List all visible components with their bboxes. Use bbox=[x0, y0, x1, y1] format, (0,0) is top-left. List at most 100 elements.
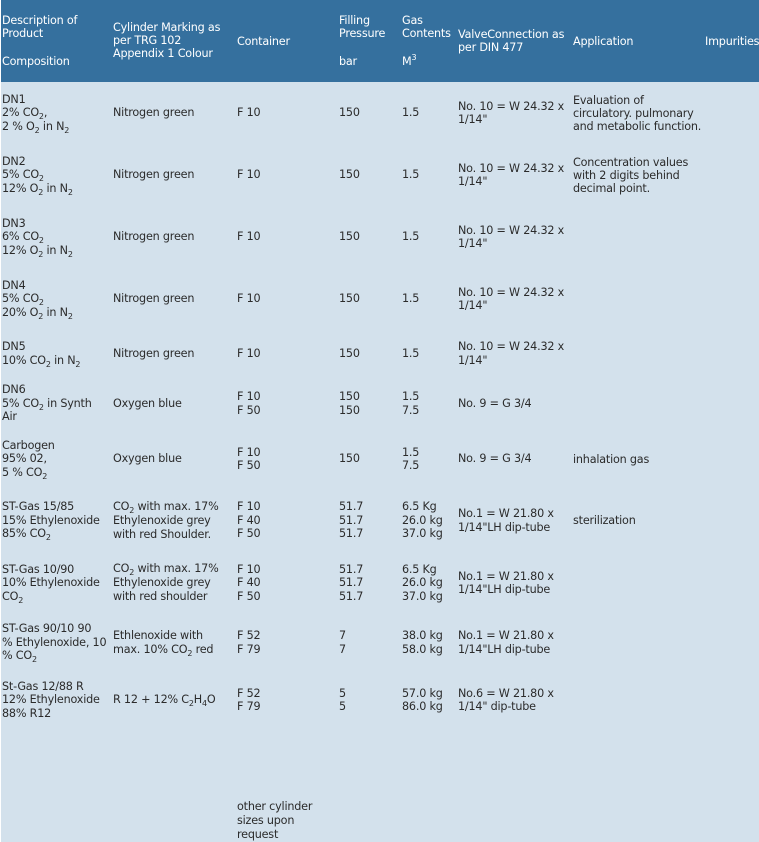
text-segment: 95% 02, bbox=[2, 452, 47, 466]
header-description-line2: Product bbox=[2, 27, 44, 40]
pressure-value: 150 150 bbox=[339, 390, 401, 417]
container-value: F 10 F 40 F 50 bbox=[237, 563, 338, 604]
cell-application bbox=[572, 268, 704, 330]
marking-line: Ethylenoxide grey bbox=[113, 514, 236, 528]
pressure-value-line: 51.7 bbox=[339, 513, 364, 527]
cell-filling-pressure: 51.7 51.7 51.7 bbox=[338, 553, 401, 613]
valve-value-line: 1/14"LH dip-tube bbox=[458, 642, 551, 656]
subscript: 2 bbox=[67, 249, 73, 259]
product-name: DN5 bbox=[2, 340, 26, 353]
valve-value: No. 10 = W 24.32 x 1/14" bbox=[458, 224, 572, 251]
table-row: Carbogen 95% 02, 5 % CO2 Oxygen blue F 10 F 5… bbox=[1, 430, 759, 488]
pressure-value-line: 5 bbox=[339, 686, 346, 700]
cell-impurities bbox=[704, 82, 759, 144]
product-name: ST-Gas 15/85 bbox=[2, 500, 75, 514]
cell-cylinder-marking: Oxygen blue bbox=[112, 377, 236, 430]
header-marking-line1: Cylinder Marking as bbox=[113, 21, 221, 34]
header-filling-pressure: Filling Pressure bar bbox=[338, 0, 401, 82]
cell-cylinder-marking: CO2 with max. 17% Ethylenoxide grey with r… bbox=[112, 488, 236, 553]
valve-value-line: 1/14" bbox=[458, 237, 488, 250]
subscript: 2 bbox=[34, 125, 40, 135]
cell-cylinder-marking: Nitrogen green bbox=[112, 82, 236, 144]
cell-filling-pressure: 150 bbox=[338, 330, 401, 377]
application-value-line: Evaluation of bbox=[573, 93, 644, 107]
pressure-value: 150 bbox=[339, 292, 401, 306]
contents-value: 1.5 bbox=[402, 168, 457, 182]
application-value-line: sterilization bbox=[573, 514, 636, 527]
cell-description: ST-Gas 90/10 90% Ethylenoxide, 10% CO2 bbox=[1, 613, 112, 672]
container-value: F 10 F 40 F 50 bbox=[237, 500, 338, 541]
text-segment: , bbox=[43, 106, 48, 120]
cell-container: F 52 F 79 bbox=[236, 672, 338, 728]
pressure-value: 51.7 51.7 51.7 bbox=[339, 563, 401, 604]
cell-valve-connection: No.1 = W 21.80 x 1/14"LH dip-tube bbox=[457, 553, 572, 613]
cell-valve-connection: No. 9 = G 3/4 bbox=[457, 430, 572, 488]
contents-value-line: 6.5 Kg bbox=[402, 500, 437, 514]
application-value-line: inhalation gas bbox=[573, 452, 650, 466]
text-segment: with red Shoulder. bbox=[113, 527, 211, 541]
container-value: F 10 F 50 bbox=[237, 390, 338, 417]
application-value: Evaluation of circulatory. pulmonary and m… bbox=[573, 94, 704, 133]
text-segment: 12% O bbox=[2, 181, 39, 195]
text-segment: 6% CO bbox=[2, 230, 39, 244]
product-name: ST-Gas 10/90 bbox=[2, 562, 75, 576]
text-segment: CO bbox=[113, 562, 130, 575]
valve-value-line: No. 10 = W 24.32 x bbox=[458, 161, 565, 175]
cell-container: F 10 bbox=[236, 82, 338, 144]
composition-line: % Ethylenoxide, 10 bbox=[2, 636, 112, 650]
container-value-line: F 10 bbox=[237, 445, 261, 459]
text-segment: CO bbox=[2, 589, 19, 603]
cell-empty bbox=[1, 728, 112, 842]
composition-line: 95% 02, bbox=[2, 452, 112, 466]
unit-base: M bbox=[402, 55, 412, 68]
pressure-value-line: 51.7 bbox=[339, 527, 364, 541]
pressure-value-line: 150 bbox=[339, 230, 360, 244]
cell-description: DN6 5% CO2 in Synth Air bbox=[1, 377, 112, 430]
cell-gas-contents: 6.5 Kg 26.0 kg 37.0 kg bbox=[401, 488, 457, 553]
text-segment: Air bbox=[2, 410, 17, 424]
composition-line: 6% CO2 bbox=[2, 230, 112, 245]
pressure-value-line: 7 bbox=[339, 629, 346, 642]
pressure-value-line: 51.7 bbox=[339, 562, 364, 576]
valve-value-line: No.6 = W 21.80 x bbox=[458, 686, 554, 700]
cell-cylinder-marking: Nitrogen green bbox=[112, 330, 236, 377]
valve-value: No. 10 = W 24.32 x 1/14" bbox=[458, 340, 572, 367]
cell-description: DN5 10% CO2 in N2 bbox=[1, 330, 112, 377]
text-segment: 20% O bbox=[2, 305, 39, 319]
cell-empty bbox=[338, 728, 401, 842]
contents-value: 1.5 bbox=[402, 230, 457, 244]
cell-impurities bbox=[704, 430, 759, 488]
pressure-value-line: 51.7 bbox=[339, 576, 364, 590]
header-application-label: Application bbox=[573, 35, 634, 48]
cell-empty bbox=[572, 728, 704, 842]
contents-value-line: 57.0 kg bbox=[402, 686, 443, 700]
valve-value: No.1 = W 21.80 x 1/14"LH dip-tube bbox=[458, 629, 572, 656]
subscript: 2 bbox=[187, 648, 193, 658]
cell-cylinder-marking: Nitrogen green bbox=[112, 144, 236, 206]
subscript: 2 bbox=[67, 311, 73, 321]
valve-value: No. 9 = G 3/4 bbox=[458, 452, 572, 466]
text-segment: 2% CO bbox=[2, 106, 39, 120]
contents-value: 1.5 bbox=[402, 292, 457, 306]
composition-line: CO2 bbox=[2, 589, 112, 605]
container-value: F 10 bbox=[237, 347, 338, 361]
product-name: DN4 bbox=[2, 278, 26, 292]
composition-line: % CO2 bbox=[2, 649, 112, 664]
cell-description: DN3 6% CO2 12% O2 in N2 bbox=[1, 206, 112, 268]
valve-value-line: No. 10 = W 24.32 x bbox=[458, 223, 565, 237]
composition-line: 12% O2 in N2 bbox=[2, 244, 112, 259]
cell-filling-pressure: 150 bbox=[338, 268, 401, 330]
cell-gas-contents: 1.5 7.5 bbox=[401, 430, 457, 488]
header-description-line1: Description of bbox=[2, 14, 78, 27]
cell-filling-pressure: 150 150 bbox=[338, 377, 401, 430]
cell-footer-note: other cylinder sizes upon request bbox=[236, 728, 338, 842]
product-name: St-Gas 12/88 R bbox=[2, 679, 84, 693]
subscript: 2 bbox=[129, 568, 135, 577]
application-value: inhalation gas bbox=[573, 453, 704, 466]
marking-line: CO2 with max. 17% bbox=[113, 562, 236, 577]
cell-filling-pressure: 150 bbox=[338, 82, 401, 144]
subscript: 4 bbox=[202, 699, 207, 708]
cell-cylinder-marking: CO2 with max. 17% Ethylenoxide grey with r… bbox=[112, 553, 236, 613]
contents-value: 6.5 Kg 26.0 kg 37.0 kg bbox=[402, 563, 457, 604]
